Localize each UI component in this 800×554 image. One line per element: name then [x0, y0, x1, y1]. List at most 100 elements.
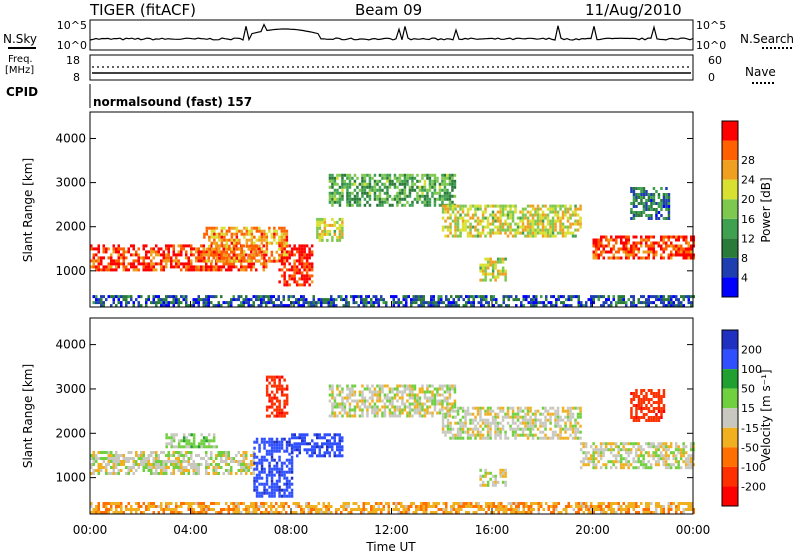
echo-cell — [353, 390, 357, 394]
echo-cell — [396, 194, 399, 198]
echo-cell — [461, 406, 465, 410]
echo-cell — [260, 304, 263, 308]
echo-cell — [549, 415, 552, 419]
echo-cell — [511, 406, 515, 410]
echo-cell — [499, 406, 502, 410]
echo-cell — [363, 396, 367, 400]
echo-cell — [378, 173, 382, 177]
echo-cell — [667, 253, 670, 257]
echo-cell — [469, 216, 472, 220]
echo-cell — [307, 304, 310, 308]
echo-cell — [433, 396, 437, 400]
echo-cell — [275, 414, 279, 418]
echo-cell — [283, 399, 286, 403]
echo-cell — [418, 405, 422, 409]
echo-cell — [265, 405, 269, 409]
echo-cell — [280, 502, 283, 505]
echo-cell — [657, 244, 660, 248]
echo-cell — [270, 470, 274, 474]
echo-cell — [441, 393, 444, 397]
echo-cell — [278, 491, 281, 495]
echo-cell — [556, 213, 560, 217]
echo-cell — [453, 402, 457, 406]
echo-cell — [160, 247, 163, 251]
echo-cell — [346, 188, 349, 192]
echo-cell — [290, 277, 294, 281]
echo-cell — [157, 298, 160, 302]
echo-cell — [517, 298, 520, 302]
echo-cell — [417, 298, 420, 302]
echo-cell — [659, 445, 663, 449]
echo-cell — [383, 176, 387, 180]
echo-cell — [416, 197, 419, 201]
echo-cell — [501, 418, 505, 422]
echo-cell — [353, 405, 357, 409]
echo-cell — [240, 247, 244, 251]
echo-cell — [328, 176, 332, 180]
echo-cell — [263, 259, 266, 263]
echo-cell — [662, 298, 665, 302]
echo-cell — [223, 235, 226, 239]
echo-cell — [421, 185, 424, 189]
echo-cell — [624, 460, 628, 464]
echo-cell — [268, 241, 271, 245]
echo-cell — [312, 508, 315, 511]
echo-cell — [362, 301, 365, 305]
echo-cell — [599, 445, 603, 449]
echo-cell — [660, 413, 663, 416]
echo-cell — [361, 179, 364, 183]
echo-cell — [566, 228, 570, 232]
echo-cell — [630, 247, 633, 251]
echo-cell — [145, 457, 148, 460]
echo-cell — [549, 406, 552, 410]
echo-cell — [278, 268, 281, 272]
echo-cell — [645, 250, 648, 254]
echo-cell — [248, 232, 251, 236]
echo-cell — [170, 463, 173, 466]
echo-cell — [544, 225, 547, 229]
echo-cell — [190, 268, 193, 272]
echo-cell — [456, 225, 460, 229]
echo-cell — [453, 399, 457, 403]
echo-cell — [233, 259, 236, 263]
echo-cell — [569, 231, 572, 235]
echo-cell — [142, 262, 145, 266]
echo-cell — [347, 505, 350, 508]
echo-cell — [457, 298, 460, 302]
echo-cell — [268, 393, 271, 397]
echo-cell — [456, 210, 460, 214]
echo-cell — [451, 402, 454, 406]
echo-cell — [107, 451, 110, 454]
echo-cell — [177, 253, 180, 257]
echo-cell — [346, 197, 349, 201]
echo-cell — [378, 396, 382, 400]
echo-cell — [303, 274, 306, 278]
echo-cell — [270, 375, 274, 379]
echo-cell — [536, 436, 540, 440]
echo-cell — [689, 442, 693, 446]
echo-cell — [255, 488, 259, 492]
echo-cell — [453, 405, 457, 409]
echo-cell — [95, 247, 98, 251]
echo-cell — [137, 268, 140, 272]
echo-cell — [368, 176, 372, 180]
echo-cell — [170, 460, 173, 463]
echo-cell — [95, 457, 98, 460]
echo-cell — [225, 244, 229, 248]
echo-cell — [315, 505, 318, 508]
echo-cell — [298, 442, 301, 446]
echo-cell — [298, 268, 301, 272]
echo-cell — [392, 301, 395, 305]
echo-cell — [267, 301, 270, 305]
echo-cell — [368, 173, 372, 177]
echo-cell — [125, 304, 128, 308]
echo-cell — [296, 448, 299, 452]
echo-cell — [227, 457, 230, 460]
echo-cell — [418, 399, 422, 403]
echo-cell — [572, 295, 575, 299]
echo-cell — [466, 234, 470, 238]
echo-cell — [640, 211, 643, 214]
echo-cell — [348, 390, 352, 394]
echo-cell — [205, 304, 208, 308]
echo-cell — [353, 173, 357, 177]
